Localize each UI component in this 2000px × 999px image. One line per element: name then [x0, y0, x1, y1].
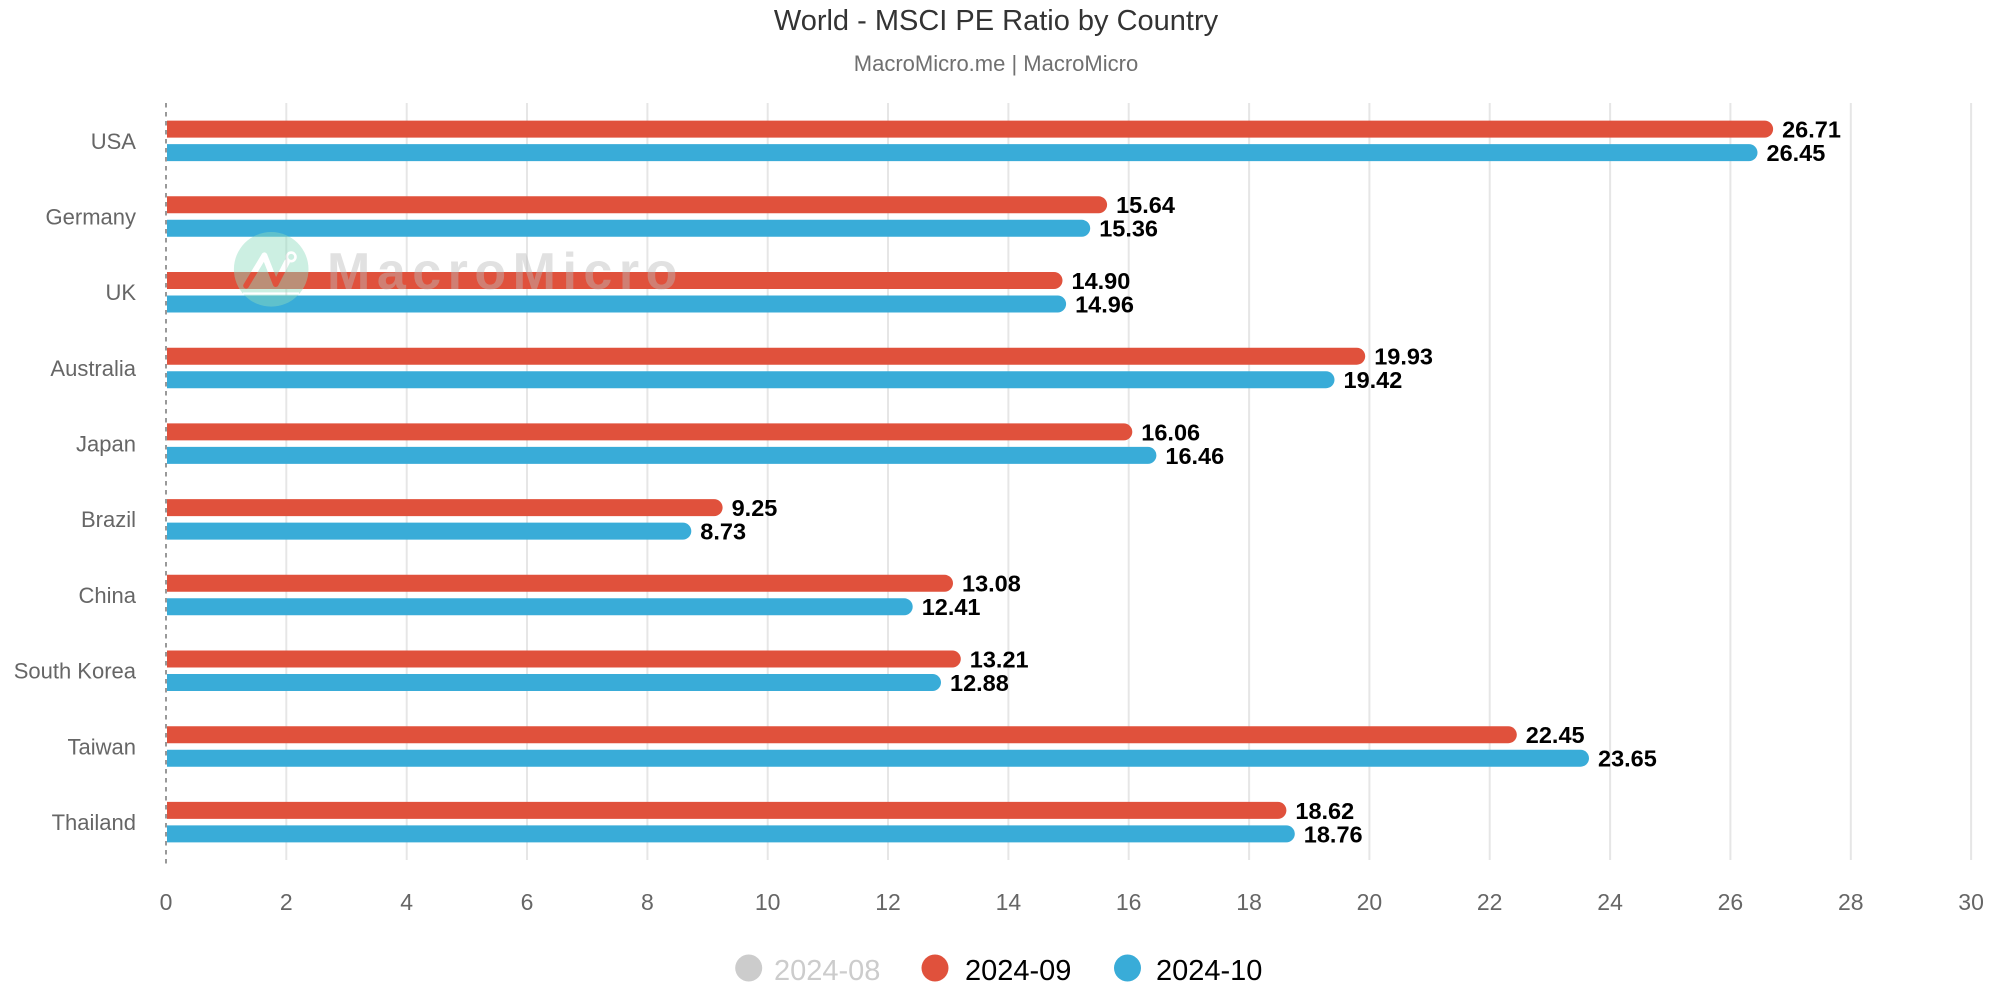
svg-text:MacroMicro: MacroMicro [327, 243, 684, 301]
svg-text:18.62: 18.62 [1295, 798, 1354, 824]
svg-text:16.06: 16.06 [1141, 419, 1200, 445]
svg-text:14.96: 14.96 [1075, 291, 1134, 317]
svg-text:0: 0 [160, 889, 173, 915]
svg-text:30: 30 [1958, 889, 1984, 915]
svg-text:22: 22 [1477, 889, 1503, 915]
svg-text:Taiwan: Taiwan [68, 734, 136, 759]
svg-text:Germany: Germany [46, 205, 136, 230]
svg-text:8: 8 [641, 889, 654, 915]
svg-text:6: 6 [521, 889, 534, 915]
svg-text:15.36: 15.36 [1099, 216, 1158, 242]
svg-text:USA: USA [91, 129, 137, 154]
svg-text:MacroMicro.me | MacroMicro: MacroMicro.me | MacroMicro [854, 51, 1138, 76]
svg-text:13.21: 13.21 [970, 646, 1029, 672]
svg-text:26.71: 26.71 [1782, 117, 1841, 143]
svg-text:4: 4 [400, 889, 413, 915]
svg-text:22.45: 22.45 [1526, 722, 1585, 748]
svg-text:19.42: 19.42 [1344, 367, 1403, 393]
svg-text:28: 28 [1838, 889, 1864, 915]
svg-text:2024-09: 2024-09 [965, 955, 1071, 987]
svg-text:14.90: 14.90 [1072, 268, 1131, 294]
svg-text:14: 14 [996, 889, 1022, 915]
svg-text:Thailand: Thailand [52, 810, 136, 835]
svg-text:23.65: 23.65 [1598, 746, 1657, 772]
svg-text:2024-08: 2024-08 [774, 955, 880, 987]
svg-text:Australia: Australia [50, 356, 136, 381]
svg-text:19.93: 19.93 [1374, 344, 1433, 370]
svg-text:South Korea: South Korea [14, 659, 137, 684]
svg-text:Brazil: Brazil [81, 507, 136, 532]
svg-text:8.73: 8.73 [700, 519, 746, 545]
svg-text:9.25: 9.25 [732, 495, 778, 521]
svg-text:16.46: 16.46 [1165, 443, 1224, 469]
svg-text:15.64: 15.64 [1116, 192, 1175, 218]
svg-text:12: 12 [875, 889, 901, 915]
svg-text:12.41: 12.41 [922, 594, 981, 620]
svg-text:20: 20 [1357, 889, 1383, 915]
svg-text:2: 2 [280, 889, 293, 915]
svg-text:13.08: 13.08 [962, 571, 1021, 597]
svg-text:16: 16 [1116, 889, 1142, 915]
svg-text:18.76: 18.76 [1304, 821, 1363, 847]
svg-text:China: China [79, 583, 137, 608]
svg-text:UK: UK [105, 280, 136, 305]
svg-text:26.45: 26.45 [1767, 140, 1826, 166]
svg-text:12.88: 12.88 [950, 670, 1009, 696]
svg-text:26: 26 [1718, 889, 1744, 915]
svg-text:10: 10 [755, 889, 781, 915]
svg-text:2024-10: 2024-10 [1156, 955, 1262, 987]
svg-text:18: 18 [1236, 889, 1262, 915]
svg-text:Japan: Japan [76, 432, 136, 457]
svg-text:24: 24 [1597, 889, 1623, 915]
svg-text:World - MSCI PE Ratio by Count: World - MSCI PE Ratio by Country [774, 5, 1219, 37]
